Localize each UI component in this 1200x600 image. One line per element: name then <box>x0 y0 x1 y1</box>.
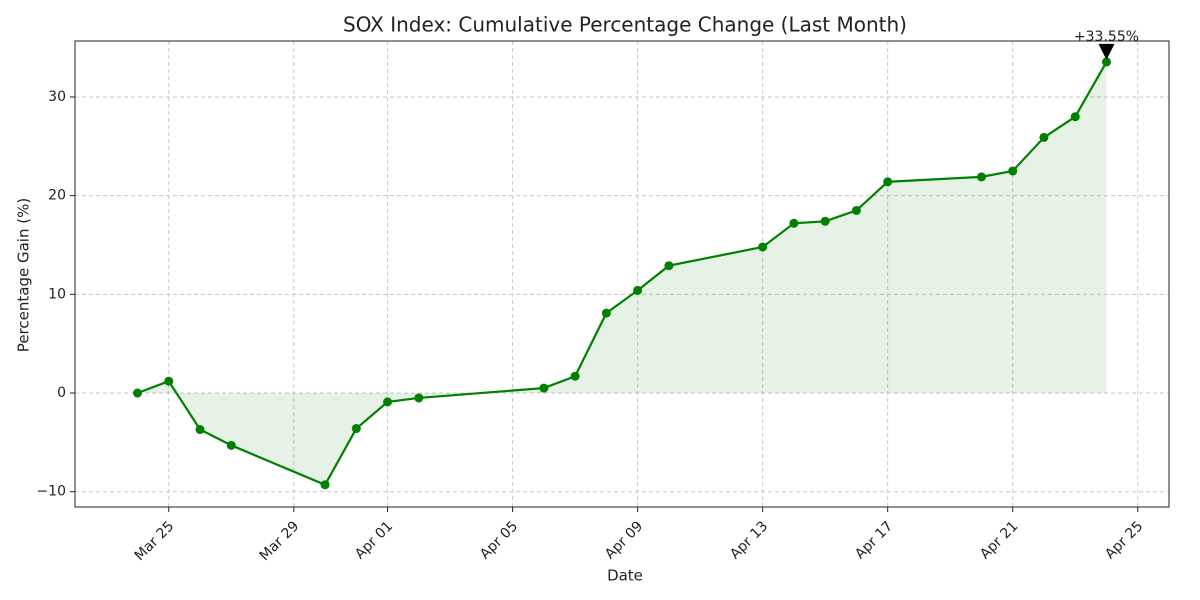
annotation-label: +33.55% <box>1074 29 1139 45</box>
y-axis-label: Percentage Gain (%) <box>15 198 33 352</box>
point <box>1101 57 1111 67</box>
point <box>226 440 236 450</box>
x-tick-label: Apr 09 <box>602 518 646 562</box>
y-tick-label: −10 <box>36 484 66 500</box>
x-axis-label: Date <box>607 567 643 585</box>
point <box>633 285 643 295</box>
point <box>851 205 861 215</box>
y-tick-label: 30 <box>48 89 66 105</box>
point <box>1070 112 1080 122</box>
x-tick-label: Apr 25 <box>1102 518 1146 562</box>
annotation-arrow <box>1098 43 1115 60</box>
point <box>976 172 986 182</box>
x-tick-label: Apr 05 <box>477 518 521 562</box>
x-tick-label: Apr 13 <box>727 518 771 562</box>
x-tick-label: Mar 29 <box>257 518 303 564</box>
point <box>195 425 205 435</box>
y-tick-label: 0 <box>57 385 66 401</box>
point <box>570 371 580 381</box>
point <box>539 383 549 393</box>
area <box>137 61 1107 485</box>
point <box>820 216 830 226</box>
x-tick-label: Apr 21 <box>977 518 1021 562</box>
point <box>383 397 393 407</box>
point <box>414 393 424 403</box>
point <box>601 308 611 318</box>
x-tick-label: Apr 17 <box>852 518 896 562</box>
point <box>664 261 674 271</box>
plot-frame <box>74 40 1170 508</box>
point <box>883 177 893 187</box>
point <box>758 242 768 252</box>
point <box>789 218 799 228</box>
chart-title: SOX Index: Cumulative Percentage Change … <box>343 13 907 37</box>
x-tick-label: Mar 25 <box>132 518 178 564</box>
y-tick-label: 20 <box>48 188 66 204</box>
point <box>1008 166 1018 176</box>
point <box>320 480 330 490</box>
point <box>1039 132 1049 142</box>
point <box>351 424 361 434</box>
point <box>133 388 143 398</box>
x-tick-label: Apr 01 <box>352 518 396 562</box>
y-tick-label: 10 <box>48 286 66 302</box>
point <box>164 376 174 386</box>
